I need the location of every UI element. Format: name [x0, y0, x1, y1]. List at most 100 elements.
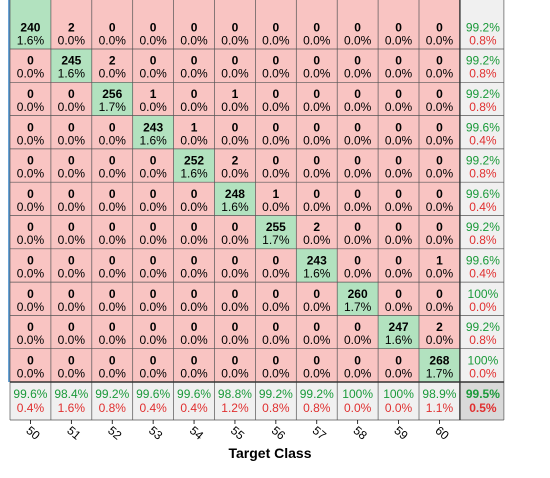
cell-percent-3-5: 0.0%	[221, 133, 249, 147]
cell-percent-10-8: 0.0%	[344, 366, 372, 380]
cell-count-7-4: 0	[191, 253, 198, 267]
cell-percent-7-4: 0.0%	[180, 266, 208, 280]
row-summary-correct-2: 99.2%	[466, 87, 500, 101]
cell-2-9	[378, 82, 419, 116]
cell-percent-9-1: 0.0%	[58, 333, 86, 347]
cell-count-9-3: 0	[150, 320, 157, 334]
row-summary-correct-4: 99.2%	[466, 154, 500, 168]
cell-count-7-6: 0	[273, 253, 280, 267]
cell-count-5-2: 0	[109, 187, 116, 201]
cell-count-5-6: 1	[273, 187, 280, 201]
cell-percent-6-0: 0.0%	[17, 233, 45, 247]
cell-count-1-10: 0	[436, 54, 443, 68]
cell-7-7	[296, 248, 338, 283]
cell-percent-10-6: 0.0%	[262, 366, 290, 380]
cell-6-7	[296, 215, 338, 249]
row-summary-correct-8: 100%	[468, 287, 499, 301]
cell-percent-3-6: 0.0%	[262, 133, 290, 147]
cell-count-2-0: 0	[27, 87, 34, 101]
row-summary-8	[459, 282, 504, 316]
cell-percent-10-0: 0.0%	[17, 366, 45, 380]
cell-percent-6-7: 0.0%	[303, 233, 331, 247]
cell-6-10	[419, 215, 460, 249]
cell-percent-0-9: 0.0%	[385, 33, 413, 47]
col-summary-error-1: 1.6%	[58, 401, 86, 415]
cell-percent-1-4: 0.0%	[180, 67, 208, 81]
cell-percent-4-7: 0.0%	[303, 167, 331, 181]
cell-percent-8-2: 0.0%	[99, 300, 127, 314]
col-summary-error-7: 0.8%	[303, 401, 331, 415]
cell-count-1-9: 0	[395, 54, 402, 68]
cell-percent-4-2: 0.0%	[99, 167, 127, 181]
cell-percent-8-0: 0.0%	[17, 300, 45, 314]
cell-5-2	[91, 182, 133, 216]
col-summary-error-10: 1.1%	[426, 401, 454, 415]
col-summary-correct-3: 99.6%	[136, 387, 170, 401]
cell-percent-3-4: 0.0%	[180, 133, 208, 147]
cell-percent-1-10: 0.0%	[426, 67, 454, 81]
cell-percent-8-6: 0.0%	[262, 300, 290, 314]
cell-percent-6-4: 0.0%	[180, 233, 208, 247]
cell-8-0	[10, 282, 51, 316]
cell-5-4	[173, 182, 215, 216]
cell-percent-4-3: 0.0%	[139, 167, 167, 181]
cell-4-1	[50, 148, 92, 183]
cell-1-3	[132, 49, 174, 83]
x-tick-label-5: 55	[228, 423, 247, 443]
cell-1-9	[378, 49, 419, 83]
cell-2-8	[337, 82, 379, 116]
cell-4-8	[337, 148, 379, 183]
cell-count-2-8: 0	[354, 87, 361, 101]
cell-percent-2-10: 0.0%	[426, 100, 454, 114]
cell-10-1	[50, 348, 92, 382]
cell-4-10	[419, 148, 460, 183]
cell-percent-9-10: 0.0%	[426, 333, 454, 347]
cell-10-6	[255, 348, 297, 382]
col-summary-correct-1: 98.4%	[54, 387, 88, 401]
cell-7-9	[378, 248, 419, 283]
cell-count-7-3: 0	[150, 253, 157, 267]
cell-percent-3-3: 1.6%	[139, 133, 167, 147]
cell-percent-9-4: 0.0%	[180, 333, 208, 347]
row-summary-correct-0: 99.2%	[466, 20, 500, 34]
col-summary-correct-5: 98.8%	[218, 387, 252, 401]
col-summary-correct-8: 100%	[342, 387, 373, 401]
x-tick-label-2: 52	[105, 423, 124, 443]
cell-percent-9-7: 0.0%	[303, 333, 331, 347]
cell-3-7	[296, 115, 338, 149]
cell-count-7-1: 0	[68, 253, 75, 267]
cell-percent-9-5: 0.0%	[221, 333, 249, 347]
cell-2-2	[91, 82, 133, 116]
cell-8-1	[50, 282, 92, 316]
cell-count-8-4: 0	[191, 287, 198, 301]
cell-count-0-4: 0	[191, 20, 198, 34]
cell-count-1-3: 0	[150, 54, 157, 68]
cell-count-10-1: 0	[68, 353, 75, 367]
cell-percent-3-8: 0.0%	[344, 133, 372, 147]
cell-percent-1-9: 0.0%	[385, 67, 413, 81]
cell-percent-3-0: 0.0%	[17, 133, 45, 147]
cell-percent-8-9: 0.0%	[385, 300, 413, 314]
cell-9-0	[10, 315, 51, 349]
cell-9-7	[296, 315, 338, 349]
col-summary-error-8: 0.0%	[344, 401, 372, 415]
cell-10-4	[173, 348, 215, 382]
row-summary-error-4: 0.8%	[469, 167, 497, 181]
cell-percent-7-1: 0.0%	[58, 266, 86, 280]
col-summary-0	[10, 382, 51, 420]
cell-6-8	[337, 215, 379, 249]
cell-count-9-4: 0	[191, 320, 198, 334]
cell-count-3-2: 0	[109, 120, 116, 134]
cell-0-7	[296, 0, 338, 49]
cell-8-4	[173, 282, 215, 316]
cell-3-2	[91, 115, 133, 149]
cell-count-1-4: 0	[191, 54, 198, 68]
cell-percent-0-5: 0.0%	[221, 33, 249, 47]
cell-count-5-10: 0	[436, 187, 443, 201]
cell-percent-10-9: 0.0%	[385, 366, 413, 380]
cell-1-2	[91, 49, 133, 83]
cell-percent-2-0: 0.0%	[17, 100, 45, 114]
cell-count-6-9: 0	[395, 220, 402, 234]
cell-percent-7-9: 0.0%	[385, 266, 413, 280]
cell-percent-8-10: 0.0%	[426, 300, 454, 314]
